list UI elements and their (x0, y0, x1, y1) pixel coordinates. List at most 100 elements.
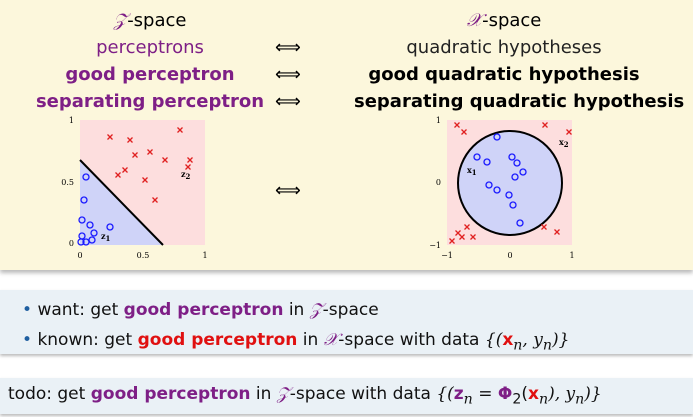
point-o (82, 173, 90, 181)
tick: 0.5 (61, 178, 74, 187)
point-o (493, 133, 501, 141)
point-label: x1 (467, 165, 477, 177)
equiv: ⟺ (275, 180, 301, 201)
point-x (127, 137, 133, 143)
point-x (162, 157, 168, 163)
t: 2 (512, 391, 522, 408)
right-header: 𝒳-space (354, 10, 654, 31)
t: good perceptron (123, 300, 284, 320)
t: y (565, 384, 576, 404)
t: 𝒳 (323, 330, 339, 350)
point-x (459, 234, 465, 240)
t: good perceptron (137, 330, 298, 350)
point-label: x2 (559, 137, 569, 149)
tick: 1 (436, 116, 441, 125)
point-o (509, 201, 517, 209)
t: n (513, 337, 523, 354)
point-x (461, 129, 467, 135)
point-x (115, 172, 121, 178)
point-o (519, 168, 527, 176)
sub: 1 (472, 168, 477, 177)
equiv: ⟺ (275, 91, 301, 112)
t: = (472, 384, 498, 404)
bullet: • known: get good perceptron in 𝒳-space … (22, 330, 570, 354)
t: {( (436, 384, 454, 404)
point-x (132, 152, 138, 158)
right-row: good quadratic hypothesis (368, 64, 640, 85)
t: n (538, 391, 549, 408)
todo-box (0, 378, 693, 414)
sub: 2 (564, 140, 569, 149)
t: y (533, 330, 543, 350)
boundary (79, 159, 164, 246)
point-o (511, 173, 519, 181)
bullet: • want: get good perceptron in 𝒵-space (22, 300, 379, 320)
point-o (77, 238, 85, 246)
z-symbol: 𝒵 (113, 10, 128, 31)
point-o (493, 186, 501, 194)
left-row: good perceptron (65, 64, 235, 85)
tick: 1 (569, 251, 574, 260)
t: in (297, 330, 324, 350)
point-x (177, 127, 183, 133)
point-x (152, 197, 158, 203)
point-o (505, 191, 513, 199)
point-x (142, 177, 148, 183)
point-x (554, 229, 560, 235)
t: ( (521, 384, 528, 404)
left-row: perceptrons (96, 37, 204, 58)
t: good perceptron (90, 384, 251, 404)
point-o (90, 229, 98, 237)
tick: 0 (77, 251, 82, 260)
point-o (516, 219, 524, 227)
text: -space (482, 10, 542, 31)
point-x (464, 224, 470, 230)
point-o (88, 236, 96, 244)
point-x (449, 238, 455, 244)
t: ), (548, 384, 566, 404)
point-x (187, 157, 193, 163)
sym: x (559, 137, 564, 147)
sym: x (467, 165, 472, 175)
point-o (80, 196, 88, 204)
tick: 1 (202, 251, 207, 260)
t: in (250, 384, 277, 404)
t: in (283, 300, 310, 320)
t: -space with data (338, 330, 485, 350)
t: {( (484, 330, 503, 350)
point-x (147, 149, 153, 155)
t: known: get (37, 330, 138, 350)
point-o (483, 158, 491, 166)
t: 𝒵 (309, 300, 323, 320)
right-row: quadratic hypotheses (406, 37, 602, 58)
t: Φ (497, 384, 513, 404)
t: -space (322, 300, 379, 320)
tick: 0 (507, 251, 512, 260)
equiv: ⟺ (275, 64, 301, 85)
point-o (485, 181, 493, 189)
tick: 0.5 (137, 251, 150, 260)
point-o (513, 159, 521, 167)
sym: z (181, 169, 186, 179)
point-x (566, 129, 572, 135)
point-x (542, 122, 548, 128)
t: n (575, 391, 585, 408)
sub: 1 (106, 234, 111, 243)
t: )} (551, 330, 570, 350)
point-x (185, 164, 191, 170)
right-plot: 1 0 −1 −1 0 1 x1 x2 (429, 116, 574, 260)
t: x (527, 384, 539, 404)
right-row: separating quadratic hypothesis (354, 91, 685, 112)
point-label: z2 (181, 169, 191, 181)
point-o (86, 221, 94, 229)
tick: −1 (429, 241, 441, 250)
point-o (78, 216, 86, 224)
t: n (463, 391, 473, 408)
t: x (502, 330, 514, 350)
sub: 2 (186, 172, 191, 181)
equiv: ⟺ (275, 37, 301, 58)
todo: todo: get good perceptron in 𝒵-space wit… (8, 384, 602, 407)
left-row: separating perceptron (35, 91, 265, 112)
t: todo: get (8, 384, 91, 404)
point-label: z1 (101, 231, 111, 243)
